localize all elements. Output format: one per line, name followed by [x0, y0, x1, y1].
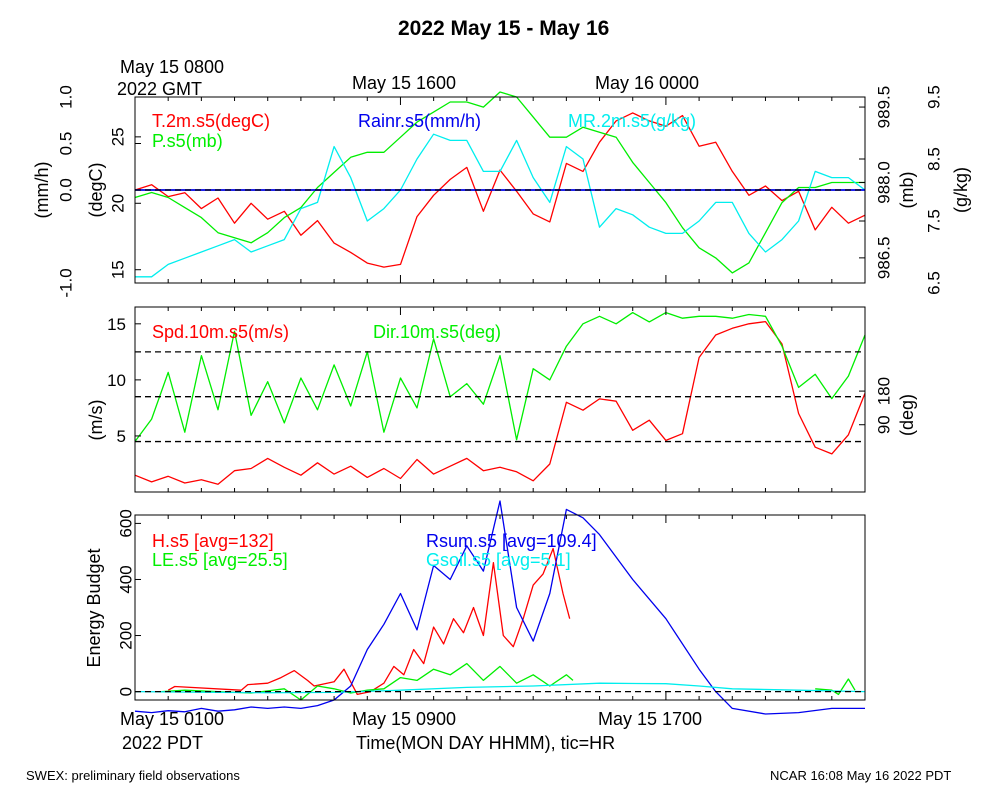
mixing-ratio-axis-label: (g/kg) [951, 167, 971, 213]
met-legend-green: P.s5(mb) [152, 131, 223, 151]
top-time-label-1a: May 15 0800 [120, 57, 225, 77]
wind-legend-direction: Dir.10m.s5(deg) [373, 322, 501, 342]
rain-axis-tick-label: 0.0 [57, 178, 76, 202]
temp-axis-tick-label: 15 [109, 260, 128, 279]
mixing-ratio-axis-tick-label: 6.5 [925, 271, 944, 295]
met-legend-red: T.2m.s5(degC) [152, 111, 270, 131]
pressure-axis-tick-label: 986.5 [875, 237, 894, 280]
energy-series-line [167, 547, 571, 696]
rain-axis-tick-label: 0.5 [57, 132, 76, 156]
met-legend-blue: Rainr.s5(mm/h) [358, 111, 481, 131]
energy-series-line [161, 662, 574, 701]
temp-axis-tick-label: 20 [109, 194, 128, 213]
wind-legend-speed: Spd.10m.s5(m/s) [152, 322, 289, 342]
energy-axis-tick-label: 0 [117, 687, 136, 696]
x-axis-title: Time(MON DAY HHMM), tic=HR [356, 733, 616, 753]
top-time-label-2: May 15 1600 [352, 73, 457, 93]
direction-axis-label: (deg) [897, 394, 917, 436]
rain-axis-tick-label: 1.0 [57, 85, 76, 109]
pressure-axis-label: (mb) [897, 172, 917, 209]
speed-axis-tick-label: 5 [117, 427, 126, 446]
met-series-line [135, 133, 866, 278]
energy-series-line [134, 500, 865, 715]
wind-series-line [134, 320, 866, 485]
bottom-time-label-3: May 15 1700 [598, 709, 703, 729]
energy-legend-cyan: Gsoil.s5 [avg=5.1] [426, 550, 571, 570]
bottom-time-label-2: May 15 0900 [352, 709, 457, 729]
energy-series-line [815, 678, 856, 696]
bottom-time-label-1a: May 15 0100 [120, 709, 225, 729]
top-time-label-3: May 16 0000 [595, 73, 700, 93]
rain-axis-tick-label: -1.0 [57, 268, 76, 297]
temp-axis-tick-label: 25 [109, 127, 128, 146]
direction-axis-tick-label: 90 [875, 415, 894, 434]
met-series-line [134, 91, 865, 274]
bottom-time-label-1b: 2022 PDT [122, 733, 204, 753]
speed-axis-tick-label: 10 [107, 371, 126, 390]
energy-axis-tick-label: 200 [117, 621, 136, 649]
speed-axis-tick-label: 15 [107, 315, 126, 334]
direction-axis-tick-label: 180 [875, 377, 894, 405]
met-legend-cyan: MR.2m.s5(g/kg) [568, 111, 696, 131]
mixing-ratio-axis-tick-label: 8.5 [925, 147, 944, 171]
temp-axis-label: (degC) [86, 162, 106, 217]
mixing-ratio-axis-tick-label: 7.5 [925, 209, 944, 233]
energy-legend-red: H.s5 [avg=132] [152, 531, 274, 551]
energy-axis-tick-label: 400 [117, 565, 136, 593]
mixing-ratio-axis-tick-label: 9.5 [925, 85, 944, 109]
energy-axis-label: Energy Budget [84, 548, 104, 667]
speed-axis-label: (m/s) [86, 400, 106, 441]
energy-axis-tick-label: 600 [117, 509, 136, 537]
energy-series-line [134, 682, 866, 694]
footer-left: SWEX: preliminary field observations [26, 768, 240, 783]
rain-axis-label: (mm/h) [32, 162, 52, 219]
chart-title: 2022 May 15 - May 16 [398, 17, 610, 40]
wind-series-line [134, 311, 866, 442]
top-time-label-1b: 2022 GMT [117, 79, 203, 99]
pressure-axis-tick-label: 988.0 [875, 161, 894, 204]
footer-right: NCAR 16:08 May 16 2022 PDT [770, 768, 952, 783]
energy-legend-blue: Rsum.s5 [avg=109.4] [426, 531, 597, 551]
energy-legend-green: LE.s5 [avg=25.5] [152, 550, 288, 570]
pressure-axis-tick-label: 989.5 [875, 86, 894, 129]
